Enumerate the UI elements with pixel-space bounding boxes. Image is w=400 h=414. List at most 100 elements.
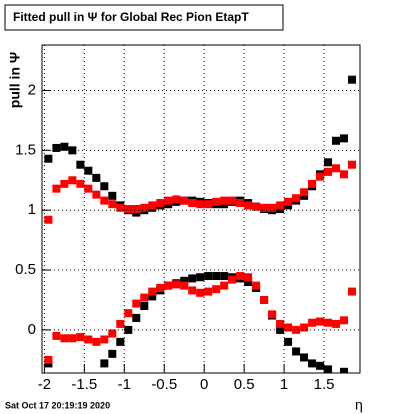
- marker: [284, 197, 293, 206]
- marker: [348, 287, 357, 296]
- x-tick-label: -2: [38, 376, 51, 393]
- marker: [220, 196, 229, 205]
- marker: [300, 323, 309, 332]
- marker: [308, 318, 317, 327]
- marker: [228, 196, 237, 205]
- marker: [108, 191, 117, 200]
- marker: [124, 325, 133, 334]
- marker: [164, 281, 173, 290]
- marker: [220, 281, 229, 290]
- marker: [188, 199, 197, 208]
- marker: [212, 272, 221, 281]
- marker: [44, 215, 53, 224]
- marker: [180, 276, 189, 285]
- marker: [212, 285, 221, 294]
- marker: [164, 196, 173, 205]
- marker: [180, 196, 189, 205]
- marker: [44, 355, 53, 364]
- marker: [204, 200, 213, 209]
- footer-date: Sat Oct 17 20:19:19 2020: [5, 400, 110, 410]
- marker: [244, 273, 253, 282]
- marker: [68, 176, 77, 185]
- marker: [124, 205, 133, 213]
- marker: [132, 313, 141, 322]
- marker: [132, 205, 141, 213]
- marker: [188, 286, 197, 295]
- x-tick-label: 0: [200, 376, 208, 393]
- marker: [284, 323, 293, 332]
- marker: [132, 299, 141, 308]
- marker: [236, 272, 245, 281]
- marker: [116, 203, 125, 212]
- marker: [260, 203, 269, 212]
- marker: [204, 287, 213, 296]
- marker: [212, 197, 221, 206]
- marker: [252, 202, 261, 211]
- marker: [172, 280, 181, 289]
- marker: [196, 288, 205, 297]
- marker: [172, 195, 181, 204]
- marker: [60, 179, 69, 188]
- marker: [340, 134, 349, 143]
- marker: [348, 75, 357, 84]
- title-box: [4, 4, 284, 31]
- marker: [316, 317, 325, 326]
- marker: [156, 199, 165, 208]
- marker: [68, 146, 77, 155]
- marker: [108, 329, 117, 338]
- marker: [92, 337, 101, 346]
- y-tick-label: 0.5: [15, 261, 36, 278]
- chart-title: Fitted pull in Ψ for Global Rec Pion Eta…: [13, 10, 249, 24]
- marker: [324, 318, 333, 327]
- marker: [140, 203, 149, 212]
- marker: [340, 316, 349, 325]
- marker: [100, 359, 109, 368]
- marker: [324, 158, 333, 167]
- marker: [252, 281, 261, 290]
- marker: [108, 349, 117, 358]
- marker: [236, 199, 245, 208]
- y-tick-label: 1.5: [15, 141, 36, 158]
- marker: [324, 167, 333, 176]
- x-tick-label: 0.5: [234, 376, 255, 393]
- marker: [92, 173, 101, 182]
- marker: [308, 359, 317, 368]
- x-tick-label: 1: [280, 376, 288, 393]
- marker: [220, 272, 229, 281]
- marker: [316, 361, 325, 370]
- marker: [60, 142, 69, 151]
- x-tick-label: -1.5: [71, 376, 97, 393]
- marker: [116, 319, 125, 328]
- marker: [76, 179, 85, 188]
- marker: [292, 325, 301, 334]
- y-tick-label: 0: [28, 321, 36, 338]
- y-tick-label: 2: [28, 81, 36, 98]
- y-tick-label: 1: [28, 201, 36, 218]
- marker: [332, 136, 341, 145]
- marker: [148, 201, 157, 210]
- marker: [348, 160, 357, 169]
- marker: [284, 337, 293, 346]
- marker: [76, 160, 85, 169]
- marker: [140, 293, 149, 302]
- marker: [52, 184, 61, 193]
- marker: [292, 347, 301, 356]
- marker: [300, 188, 309, 197]
- marker: [228, 275, 237, 284]
- marker: [292, 194, 301, 203]
- marker: [332, 164, 341, 173]
- marker: [180, 281, 189, 290]
- marker: [340, 170, 349, 179]
- marker: [300, 353, 309, 362]
- x-axis-label: η: [355, 397, 363, 413]
- marker: [68, 334, 77, 343]
- marker: [100, 182, 109, 191]
- marker: [268, 310, 277, 319]
- marker: [268, 203, 277, 212]
- marker: [52, 143, 61, 152]
- marker: [316, 172, 325, 181]
- marker: [124, 309, 133, 318]
- marker: [308, 179, 317, 188]
- marker: [196, 200, 205, 209]
- marker: [276, 201, 285, 210]
